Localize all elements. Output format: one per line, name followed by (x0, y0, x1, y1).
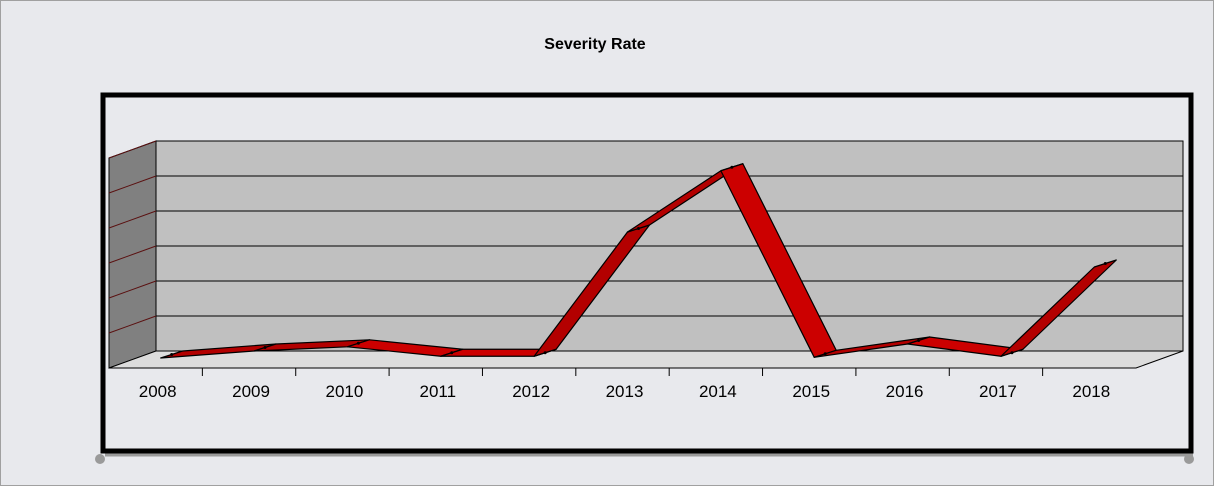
data-point-2018 (1103, 262, 1107, 265)
data-point-2009 (263, 346, 267, 349)
x-tick-label-2018: 2018 (1072, 382, 1110, 401)
x-tick-label-2015: 2015 (792, 382, 830, 401)
y-gridline-side (108, 210, 157, 229)
x-tick-label-2016: 2016 (886, 382, 924, 401)
x-tick-label-2012: 2012 (512, 382, 550, 401)
data-point-2010 (356, 341, 360, 345)
data-point-2013 (637, 227, 640, 230)
chart-walls (108, 140, 1184, 369)
x-tick-label-2008: 2008 (139, 382, 177, 401)
data-point-2017 (1010, 351, 1014, 355)
x-tick-label-2010: 2010 (325, 382, 363, 401)
y-axis-ticks (108, 140, 157, 334)
ribbon-segment-2017-2018 (1000, 259, 1117, 357)
y-gridline-side (108, 140, 157, 159)
data-point-2014 (730, 165, 734, 169)
x-tick-label-2011: 2011 (419, 382, 456, 401)
chart-title: Severity Rate (544, 36, 645, 53)
x-axis-tick-labels: 2008 2009 2010 2011 2012 2013 2014 2015 2016 2017… (139, 368, 1110, 401)
data-point-2008 (170, 353, 174, 356)
line-series-ribbon (160, 163, 1117, 359)
data-point-2012 (543, 351, 547, 355)
gridlines (156, 140, 1183, 317)
x-tick-label-2009: 2009 (232, 382, 270, 401)
x-tick-label-2017: 2017 (979, 382, 1017, 401)
data-point-2016 (917, 339, 921, 342)
y-gridline-side (108, 245, 157, 264)
data-point-2015 (823, 352, 827, 356)
floor (108, 350, 1184, 369)
data-point-2011 (450, 351, 454, 355)
x-tick-label-2014: 2014 (699, 382, 737, 401)
y-gridline-side (108, 175, 157, 194)
x-tick-label-2013: 2013 (606, 382, 644, 401)
y-gridline-side (108, 315, 157, 334)
y-gridline-side (108, 280, 157, 299)
